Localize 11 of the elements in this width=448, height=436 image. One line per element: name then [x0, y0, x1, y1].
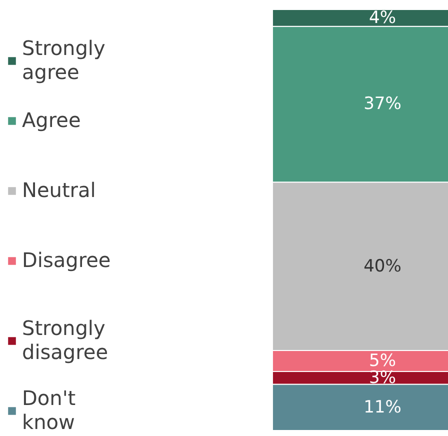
- legend-label: Strongly disagree: [22, 316, 108, 364]
- legend-label: Strongly agree: [22, 36, 106, 84]
- data-label: 40%: [364, 256, 402, 276]
- legend-label: Don't know: [22, 386, 76, 434]
- legend-label: Neutral: [22, 178, 96, 202]
- data-label: 4%: [369, 8, 396, 28]
- legend-label: Agree: [22, 108, 81, 132]
- data-label: 11%: [364, 397, 402, 418]
- data-label: 5%: [369, 351, 396, 372]
- data-label: 37%: [364, 94, 402, 114]
- legend-label: Disagree: [22, 248, 111, 272]
